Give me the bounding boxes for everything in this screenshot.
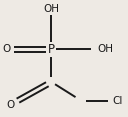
Text: OH: OH (43, 4, 59, 14)
Text: OH: OH (97, 44, 113, 54)
Text: O: O (6, 100, 14, 110)
Text: P: P (48, 43, 55, 56)
Text: O: O (2, 44, 10, 54)
Text: Cl: Cl (113, 96, 123, 106)
